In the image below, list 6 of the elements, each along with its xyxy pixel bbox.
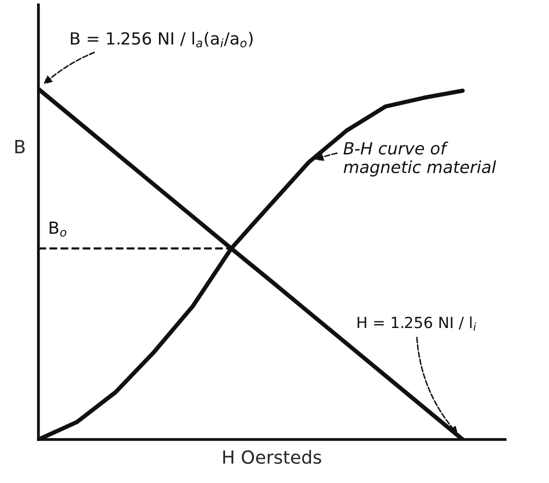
annotation: B-H curve of magnetic material: [344, 142, 496, 176]
annotation: B$_{o}$: [50, 222, 66, 237]
y-axis-title: B: [15, 140, 25, 154]
x-axis-title: H Oersteds: [223, 450, 322, 464]
annotation: H = 1.256 NI / l$_{i}$: [358, 316, 476, 331]
text: B = 1.256 NI / l$_{a}$(a$_{i}$/a$_{o}$): [70, 32, 253, 48]
